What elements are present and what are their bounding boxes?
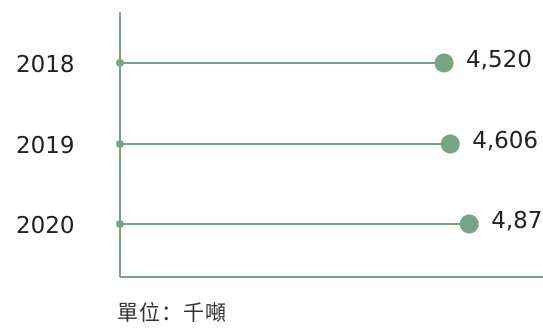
lollipop-head-2019 [440, 134, 460, 154]
lollipop-head-2020 [459, 214, 479, 234]
lollipop-head-2018 [434, 53, 454, 73]
value-label-2020: 4,871 [491, 208, 543, 234]
axis-dot-2018 [116, 59, 124, 67]
category-label-2019: 2019 [16, 133, 75, 159]
category-label-2020: 2020 [16, 213, 75, 239]
value-label-2018: 4,520 [466, 47, 532, 73]
unit-note: 單位：千噸 [117, 301, 227, 325]
value-label-2019: 4,606 [472, 128, 538, 154]
axis-dot-2019 [116, 140, 124, 148]
category-label-2018: 2018 [16, 52, 75, 78]
axis-dot-2020 [116, 220, 124, 228]
